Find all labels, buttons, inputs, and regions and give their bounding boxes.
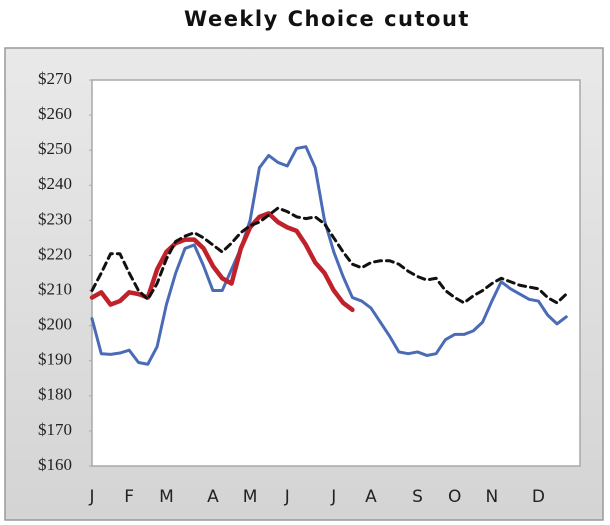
x-tick-label: J <box>330 487 336 507</box>
x-tick-label: J <box>284 487 290 507</box>
x-tick-label: S <box>412 487 423 507</box>
y-tick-label: $260 <box>38 104 72 123</box>
y-tick-label: $180 <box>38 385 72 404</box>
plot-area <box>91 79 581 467</box>
x-tick-label: M <box>159 487 174 507</box>
x-tick-label: A <box>365 487 377 507</box>
y-tick-label: $210 <box>38 279 72 298</box>
series-line <box>90 145 568 366</box>
x-tick-label: O <box>448 487 461 507</box>
x-tick-label: A <box>207 487 219 507</box>
y-tick-label: $230 <box>38 209 72 228</box>
y-tick-label: $220 <box>38 244 72 263</box>
y-tick-label: $170 <box>38 420 72 439</box>
y-tick-label: $190 <box>38 350 72 369</box>
series-line <box>90 206 568 305</box>
x-tick-label: D <box>532 487 545 507</box>
y-tick-label: $200 <box>38 315 72 334</box>
series-line <box>89 211 355 313</box>
y-tick-label: $250 <box>38 139 72 158</box>
y-tick-label: $240 <box>38 174 72 193</box>
x-tick-label: F <box>124 487 134 507</box>
x-tick-label: J <box>88 487 94 507</box>
x-tick-label: M <box>243 487 258 507</box>
chart-title: Weekly Choice cutout <box>184 7 470 31</box>
y-tick-label: $160 <box>38 455 72 474</box>
y-tick-label: $270 <box>38 69 72 88</box>
x-tick-label: N <box>486 487 499 507</box>
